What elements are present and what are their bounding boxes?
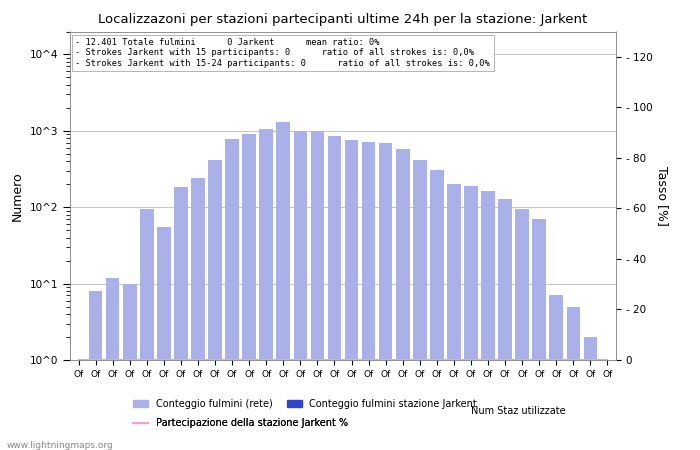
Bar: [71, 360, 85, 450]
Bar: [344, 140, 358, 450]
Bar: [430, 170, 444, 450]
Text: - 12.401 Totale fulmini      0 Jarkent      mean ratio: 0%
- Strokes Jarkent wit: - 12.401 Totale fulmini 0 Jarkent mean r…: [76, 38, 490, 68]
Bar: [515, 209, 529, 450]
Bar: [311, 131, 324, 450]
Bar: [584, 337, 597, 450]
Y-axis label: Numero: Numero: [11, 171, 24, 220]
Bar: [191, 178, 205, 450]
Text: www.lightningmaps.org: www.lightningmaps.org: [7, 441, 113, 450]
Bar: [293, 131, 307, 450]
Bar: [140, 209, 153, 450]
Bar: [225, 139, 239, 450]
Bar: [464, 186, 478, 450]
Bar: [260, 129, 273, 450]
Bar: [242, 135, 256, 450]
Bar: [601, 360, 615, 450]
Bar: [157, 227, 171, 450]
Bar: [89, 291, 102, 450]
Y-axis label: Tasso [%]: Tasso [%]: [656, 166, 669, 226]
Bar: [208, 160, 222, 450]
Bar: [566, 306, 580, 450]
Bar: [174, 187, 188, 450]
Legend: Partecipazione della stazione Jarkent %: Partecipazione della stazione Jarkent %: [130, 414, 351, 432]
Title: Localizzazoni per stazioni partecipanti ultime 24h per la stazione: Jarkent: Localizzazoni per stazioni partecipanti …: [99, 13, 587, 26]
Text: Num Staz utilizzate: Num Staz utilizzate: [471, 406, 566, 416]
Bar: [379, 143, 393, 450]
Bar: [498, 198, 512, 450]
Bar: [481, 191, 495, 450]
Bar: [396, 149, 410, 450]
Bar: [550, 296, 563, 450]
Bar: [362, 142, 375, 450]
Bar: [533, 219, 546, 450]
Bar: [328, 136, 342, 450]
Bar: [447, 184, 461, 450]
Bar: [276, 122, 290, 450]
Bar: [413, 160, 426, 450]
Bar: [106, 278, 120, 450]
Bar: [123, 284, 136, 450]
